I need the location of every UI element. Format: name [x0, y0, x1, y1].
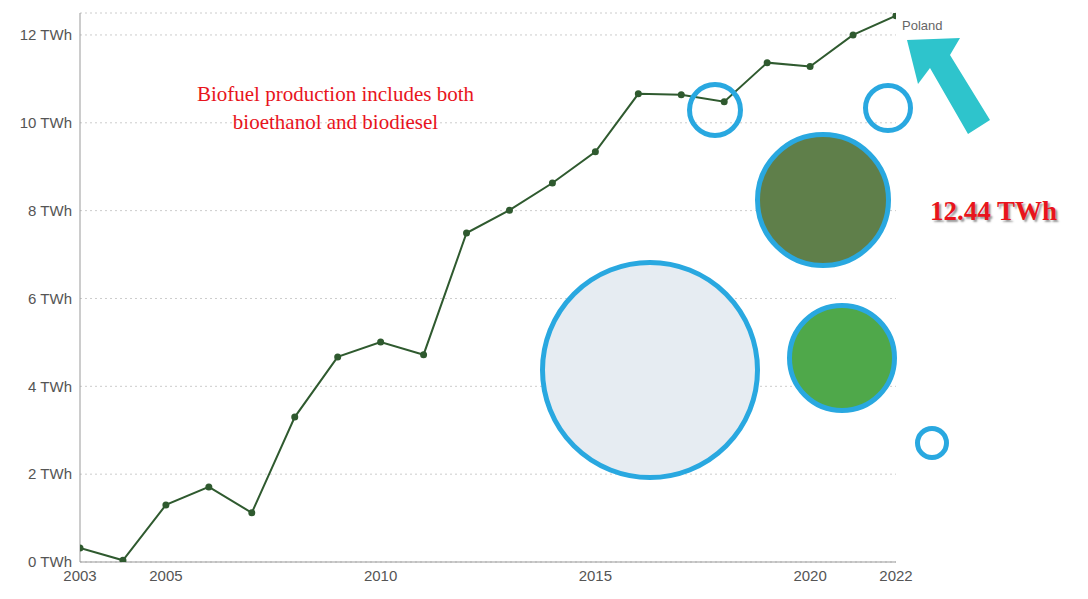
- svg-text:4 TWh: 4 TWh: [28, 378, 72, 395]
- svg-text:2 TWh: 2 TWh: [28, 465, 72, 482]
- html-text:Poland: Poland: [902, 18, 943, 33]
- svg-text:2010: 2010: [364, 567, 397, 584]
- html-text:Biofuel production includes bo: Biofuel production includes both bioetha…: [197, 82, 474, 134]
- svg-text:0 TWh: 0 TWh: [28, 553, 72, 570]
- svg-text:2020: 2020: [793, 567, 826, 584]
- svg-text:2005: 2005: [149, 567, 182, 584]
- html-text:12.44 TWh: 12.44 TWh: [930, 196, 1057, 226]
- svg-text:2022: 2022: [879, 567, 912, 584]
- svg-text:6 TWh: 6 TWh: [28, 290, 72, 307]
- svg-text:12 TWh: 12 TWh: [20, 26, 72, 43]
- svg-text:2003: 2003: [63, 566, 97, 584]
- svg-text:8 TWh: 8 TWh: [28, 202, 72, 219]
- svg-text:2015: 2015: [579, 567, 612, 584]
- svg-text:10 TWh: 10 TWh: [20, 114, 72, 131]
